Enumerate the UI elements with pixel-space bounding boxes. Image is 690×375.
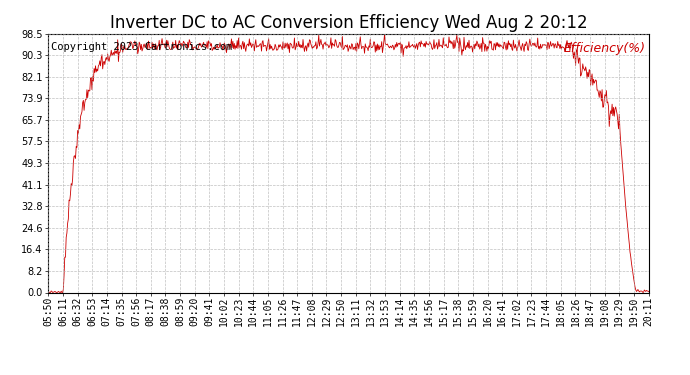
Text: Copyright 2023 Cartronics.com: Copyright 2023 Cartronics.com: [51, 42, 233, 51]
Title: Inverter DC to AC Conversion Efficiency Wed Aug 2 20:12: Inverter DC to AC Conversion Efficiency …: [110, 14, 587, 32]
Text: Efficiency(%): Efficiency(%): [564, 42, 646, 54]
